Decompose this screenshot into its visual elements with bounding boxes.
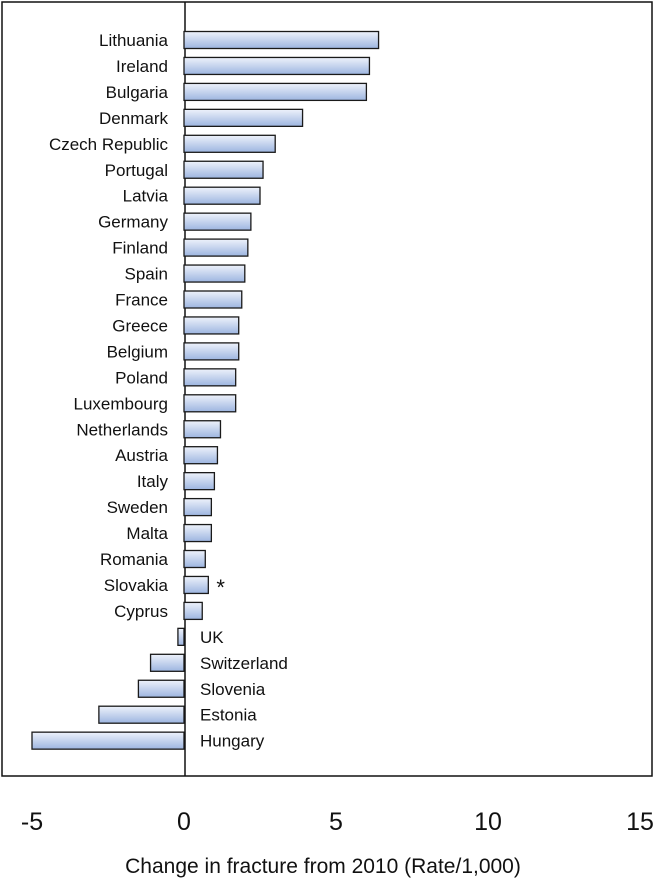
bar-sweden <box>183 497 213 517</box>
category-label-poland: Poland <box>115 368 168 387</box>
category-label-austria: Austria <box>115 446 168 465</box>
category-label-sweden: Sweden <box>107 498 168 517</box>
annotation-slovakia: * <box>216 575 225 600</box>
bar-france <box>183 290 243 309</box>
category-label-ireland: Ireland <box>116 57 168 76</box>
category-labels-group: Lithuania Ireland Bulgaria Denmark Czech Rep… <box>49 31 288 751</box>
category-label-czech-republic: Czech Republic <box>49 135 169 154</box>
x-tick-label: 0 <box>177 808 191 836</box>
bar-hungary <box>31 731 185 750</box>
plot-frame <box>1 1 653 777</box>
category-label-bulgaria: Bulgaria <box>106 83 169 102</box>
bar-netherlands <box>183 420 222 439</box>
category-label-latvia: Latvia <box>123 187 169 206</box>
bar-lithuania <box>183 30 380 50</box>
bar-greece <box>183 316 240 335</box>
bar-luxembourg <box>183 394 237 413</box>
bar-czech-republic <box>183 134 276 153</box>
bar-finland <box>183 238 249 257</box>
bar-poland <box>183 368 237 387</box>
bar-slovenia <box>137 679 185 698</box>
category-label-uk: UK <box>200 628 224 647</box>
bar-uk <box>177 627 185 646</box>
x-tick-label: 5 <box>329 808 343 836</box>
bar-portugal <box>183 160 264 179</box>
category-label-luxembourg: Luxembourg <box>73 394 168 413</box>
bar-estonia <box>98 705 185 724</box>
bar-cyprus <box>183 601 203 621</box>
category-label-cyprus: Cyprus <box>114 602 168 621</box>
category-label-slovenia: Slovenia <box>200 680 266 699</box>
bar-italy <box>183 471 216 491</box>
bar-latvia <box>183 186 261 205</box>
x-axis-title: Change in fracture from 2010 (Rate/1,000… <box>125 855 521 878</box>
bar-belgium <box>183 342 240 361</box>
bars-group <box>31 30 380 750</box>
bar-slovakia <box>183 575 209 595</box>
category-label-belgium: Belgium <box>107 342 168 361</box>
category-label-greece: Greece <box>112 316 168 335</box>
bar-romania <box>183 549 206 569</box>
bar-switzerland <box>149 653 185 672</box>
x-tick-labels-group: -5 0 5 10 15 <box>21 808 654 836</box>
category-label-denmark: Denmark <box>99 109 168 128</box>
category-label-germany: Germany <box>98 213 168 232</box>
bar-bulgaria <box>183 82 368 102</box>
bar-denmark <box>183 108 304 127</box>
category-label-hungary: Hungary <box>200 732 265 751</box>
x-tick-label: 15 <box>626 808 654 836</box>
bar-germany <box>183 212 252 231</box>
category-label-finland: Finland <box>112 239 168 258</box>
category-label-lithuania: Lithuania <box>99 31 169 50</box>
annotations-group: * <box>216 575 225 600</box>
category-label-slovakia: Slovakia <box>104 576 169 595</box>
bar-spain <box>183 264 246 283</box>
category-label-switzerland: Switzerland <box>200 654 288 673</box>
category-label-romania: Romania <box>100 550 169 569</box>
category-label-netherlands: Netherlands <box>76 420 168 439</box>
category-label-malta: Malta <box>126 524 168 543</box>
category-label-italy: Italy <box>137 472 169 491</box>
x-tick-label: 10 <box>474 808 502 836</box>
category-label-estonia: Estonia <box>200 706 257 725</box>
category-label-spain: Spain <box>125 265 168 284</box>
bar-malta <box>183 523 213 543</box>
bar-austria <box>183 446 219 465</box>
bar-ireland <box>183 56 371 76</box>
x-tick-label: -5 <box>21 808 43 836</box>
category-label-portugal: Portugal <box>105 161 168 180</box>
category-label-france: France <box>115 291 168 310</box>
